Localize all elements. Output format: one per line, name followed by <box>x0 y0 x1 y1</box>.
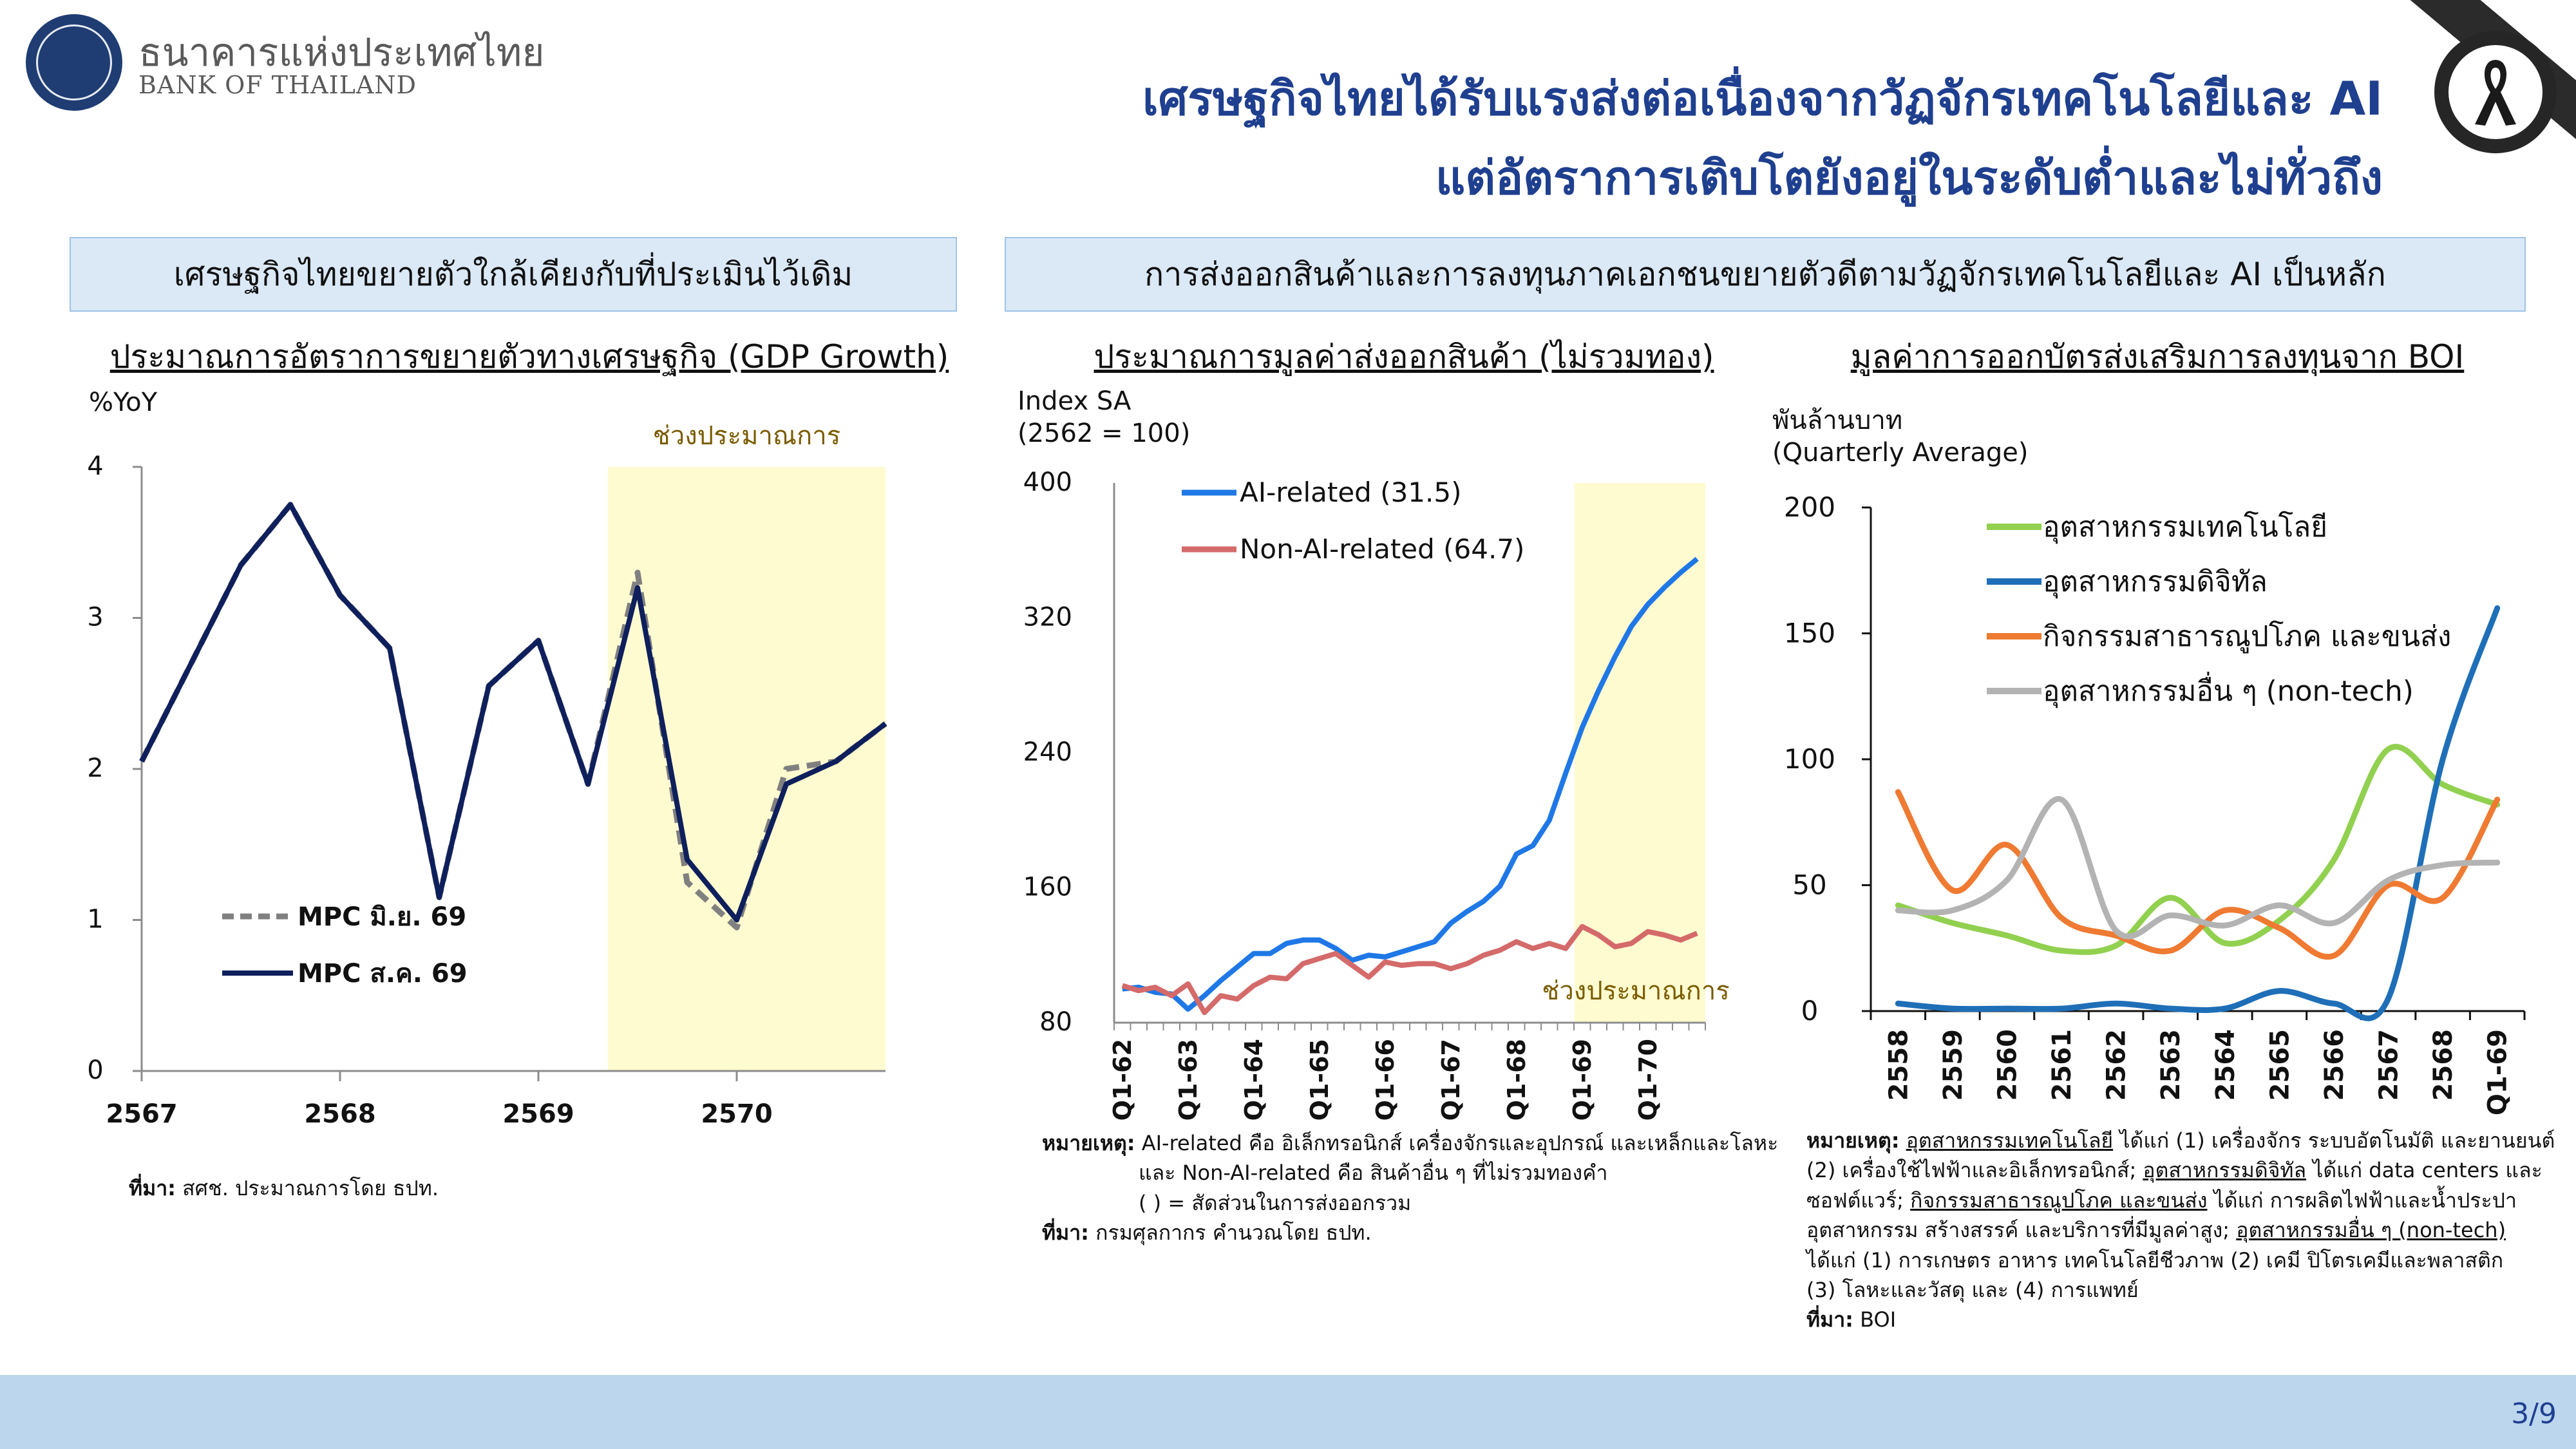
exports-y-axis-label-1: Index SA <box>1018 386 1132 416</box>
gdp-chart-title: ประมาณการอัตราการขยายตัวทางเศรษฐกิจ (GDP… <box>109 338 949 375</box>
y-tick-label: 160 <box>1023 873 1072 902</box>
x-tick-label: 2566 <box>2320 1029 2349 1101</box>
boi-y-axis-label-1: พันล้านบาท <box>1772 406 1903 435</box>
x-tick-label: Q1-62 <box>1108 1039 1137 1121</box>
x-tick-label: Q1-70 <box>1634 1039 1662 1121</box>
exports-chart: ช่วงประมาณการ 80 160 240 320 400 Q1-62 Q1-63 Q1-… <box>1023 468 1730 1121</box>
x-tick-label: Q1-69 <box>2483 1029 2513 1115</box>
logo-text-english: BANK OF THAILAND <box>138 71 417 99</box>
boi-chart-title: มูลค่าการออกบัตรส่งเสริมการลงทุนจาก BOI <box>1850 338 2465 375</box>
y-tick-label: 150 <box>1784 618 1835 649</box>
bank-of-thailand-seal <box>26 14 122 111</box>
exports-note: หมายเหตุ: AI-related คือ อิเล็กทรอนิกส์ … <box>1042 1131 1779 1245</box>
y-tick-label: 0 <box>1801 995 1819 1027</box>
logo-text-thai: ธนาคารแห่งประเทศไทย <box>138 30 545 75</box>
legend-label-2: อุตสาหกรรมดิจิทัล <box>2043 565 2268 599</box>
x-tick-label: 2558 <box>1884 1029 1913 1101</box>
y-tick-label: 3 <box>87 603 103 632</box>
x-tick-label: 2568 <box>304 1099 375 1129</box>
legend-label-2: Non-AI-related (64.7) <box>1240 533 1524 565</box>
legend-label-2: MPC ส.ค. 69 <box>298 959 468 989</box>
x-tick-label: 2569 <box>502 1099 574 1129</box>
y-tick-label: 0 <box>87 1056 103 1085</box>
x-tick-label: Q1-65 <box>1305 1039 1334 1121</box>
panel-heading-left: เศรษฐกิจไทยขยายตัวใกล้เคียงกับที่ประเมิน… <box>70 237 957 312</box>
boi-series-line-3 <box>1895 789 2501 960</box>
exports-series-line-2 <box>1121 923 1698 1016</box>
y-tick-label: 100 <box>1784 743 1835 775</box>
x-tick-label: 2562 <box>2102 1029 2132 1101</box>
y-tick-label: 50 <box>1792 869 1826 901</box>
boi-series-line-4 <box>1895 796 2501 940</box>
x-tick-label: 2570 <box>701 1099 772 1129</box>
x-tick-label: Q1-67 <box>1437 1039 1465 1121</box>
x-tick-label: 2564 <box>2211 1029 2240 1101</box>
page-number: 3/9 <box>2511 1397 2557 1430</box>
exports-series-line-1 <box>1122 556 1699 1012</box>
legend-label-3: กิจกรรมสาธารณูปโภค และขนส่ง <box>2043 620 2451 654</box>
boi-series-line-1 <box>1895 744 2501 955</box>
legend-label-1: AI-related (31.5) <box>1240 477 1461 508</box>
footer-bar <box>0 1375 2576 1449</box>
gdp-y-axis-label: %YoY <box>89 388 158 417</box>
boi-series-line-2 <box>1895 605 2501 1021</box>
legend-label-1: MPC มิ.ย. 69 <box>298 902 466 932</box>
legend-label-4: อุตสาหกรรมอื่น ๆ (non-tech) <box>2043 671 2414 708</box>
x-tick-label: Q1-63 <box>1174 1039 1202 1121</box>
exports-chart-title: ประมาณการมูลค่าส่งออกสินค้า (ไม่รวมทอง) <box>1094 338 1714 375</box>
y-tick-label: 400 <box>1023 468 1072 497</box>
legend-label-1: อุตสาหกรรมเทคโนโลยี <box>2043 511 2327 544</box>
y-tick-label: 1 <box>87 905 103 934</box>
y-tick-label: 80 <box>1039 1007 1072 1037</box>
gdp-growth-chart: ช่วงประมาณการ 0 1 2 3 4 2567 2568 2569 2570 MPC มิ… <box>87 421 887 1129</box>
page-title-line-2: แต่อัตราการเติบโตยังอยู่ในระดับต่ำและไม่… <box>1435 151 2383 205</box>
x-tick-label: 2559 <box>1938 1029 1968 1101</box>
y-tick-label: 2 <box>87 753 103 783</box>
x-tick-label: 2563 <box>2156 1029 2186 1101</box>
x-tick-label: Q1-69 <box>1568 1039 1596 1121</box>
mourning-ribbon-icon <box>2434 31 2557 153</box>
forecast-label: ช่วงประมาณการ <box>1542 976 1730 1006</box>
x-tick-label: Q1-64 <box>1240 1039 1268 1121</box>
forecast-label: ช่วงประมาณการ <box>653 421 841 451</box>
y-tick-label: 4 <box>87 451 103 481</box>
y-tick-label: 320 <box>1023 603 1072 632</box>
gdp-source: ที่มา: สศช. ประมาณการโดย ธปท. <box>129 1176 439 1200</box>
panel-heading-right: การส่งออกสินค้าและการลงทุนภาคเอกชนขยายตั… <box>1005 237 2526 312</box>
forecast-shade <box>607 467 886 1071</box>
gdp-series-line-2 <box>139 502 887 923</box>
exports-y-axis-label-2: (2562 = 100) <box>1018 419 1191 448</box>
boi-chart: 0 50 100 150 200 2558 2559 2560 2561 2562 2563 2564… <box>1784 491 2526 1115</box>
y-tick-label: 240 <box>1023 737 1072 767</box>
boi-note: หมายเหตุ: อุตสาหกรรมเทคโนโลยี ได้แก่ (1)… <box>1806 1128 2555 1332</box>
x-tick-label: Q1-68 <box>1502 1039 1531 1121</box>
x-tick-label: 2568 <box>2429 1029 2458 1101</box>
x-tick-label: 2561 <box>2047 1029 2077 1101</box>
x-tick-label: 2565 <box>2265 1029 2295 1101</box>
y-tick-label: 200 <box>1784 491 1835 523</box>
boi-y-axis-label-2: (Quarterly Average) <box>1772 438 2029 468</box>
x-tick-label: 2567 <box>106 1099 177 1129</box>
x-tick-label: Q1-66 <box>1371 1039 1399 1121</box>
x-tick-label: 2560 <box>1993 1029 2022 1101</box>
page-title-line-1: เศรษฐกิจไทยได้รับแรงส่งต่อเนื่องจากวัฏจั… <box>1142 71 2383 126</box>
x-tick-label: 2567 <box>2374 1029 2404 1101</box>
